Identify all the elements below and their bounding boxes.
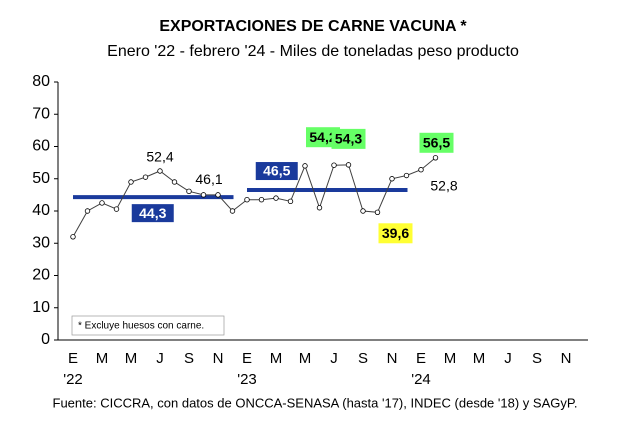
y-tick-label: 10 — [32, 299, 50, 316]
y-tick-label: 80 — [32, 73, 50, 90]
y-tick-label: 0 — [41, 331, 50, 348]
note-box — [71, 315, 225, 336]
x-tick-label: M — [444, 350, 457, 367]
x-tick-label: M — [125, 350, 138, 367]
data-point — [113, 206, 120, 212]
value-label-box — [419, 132, 454, 153]
x-tick-label: J — [504, 350, 512, 367]
x-tick-label: E — [68, 350, 78, 367]
value-label: 39,6 — [382, 225, 409, 241]
data-point — [200, 192, 207, 198]
x-tick-label: M — [96, 350, 109, 367]
y-tick-label: 20 — [32, 267, 50, 284]
value-label: 52,4 — [146, 149, 173, 165]
average-label-box — [131, 204, 174, 223]
x-tick-label: S — [184, 350, 194, 367]
data-point — [229, 208, 236, 214]
data-point — [287, 198, 294, 205]
data-point — [345, 162, 352, 168]
y-tick-label: 70 — [32, 105, 50, 122]
data-point — [374, 209, 381, 215]
note: * Excluye huesos con carne. — [78, 321, 204, 332]
x-tick-label: M — [270, 350, 283, 367]
data-point — [418, 167, 424, 173]
x-year-label: '22 — [63, 371, 83, 388]
value-label: 56,5 — [423, 134, 450, 150]
average-label-box — [255, 162, 298, 181]
data-point — [258, 197, 265, 203]
x-tick-label: J — [156, 350, 164, 367]
chart-title: EXPORTACIONES DE CARNE VACUNA * — [159, 18, 467, 35]
source: Fuente: CICCRA, con datos de ONCCA-SENAS… — [53, 395, 578, 410]
data-point — [244, 197, 250, 203]
x-tick-label: M — [473, 350, 486, 367]
x-tick-label: M — [299, 350, 312, 367]
data-point — [331, 162, 337, 168]
average-label: 46,5 — [263, 163, 290, 179]
value-label: 54,2 — [309, 129, 336, 145]
data-point — [142, 174, 149, 180]
y-tick-label: 30 — [32, 234, 50, 251]
x-tick-label: N — [561, 350, 572, 367]
x-tick-label: E — [416, 350, 426, 367]
data-point — [316, 205, 323, 211]
value-label-box — [378, 223, 413, 244]
data-point — [389, 176, 395, 182]
data-point — [215, 192, 221, 198]
data-point — [432, 155, 439, 161]
value-label: 46,1 — [195, 171, 222, 187]
x-tick-label: N — [213, 350, 224, 367]
data-point — [70, 234, 76, 240]
x-tick-label: J — [330, 350, 338, 367]
x-tick-label: N — [387, 350, 398, 367]
data-point — [157, 168, 163, 174]
data-point — [84, 208, 91, 214]
value-label: 52,8 — [430, 177, 457, 193]
y-tick-label: 60 — [32, 138, 50, 155]
data-point — [403, 172, 410, 179]
data-point — [171, 179, 178, 185]
data-point — [99, 200, 105, 206]
x-year-label: '23 — [237, 371, 257, 388]
data-point — [186, 188, 192, 195]
x-tick-label: S — [532, 350, 542, 367]
x-tick-label: S — [358, 350, 368, 367]
x-tick-label: E — [242, 350, 252, 367]
y-tick-label: 50 — [32, 170, 50, 187]
data-point — [273, 195, 279, 201]
data-point — [128, 179, 134, 185]
data-point — [360, 208, 366, 214]
data-point — [302, 163, 308, 169]
chart-subtitle: Enero '22 - febrero '24 - Miles de tonel… — [107, 43, 519, 60]
value-label-box — [331, 128, 366, 149]
average-label: 44,3 — [139, 205, 166, 221]
x-year-label: '24 — [411, 371, 431, 388]
value-label: 54,3 — [335, 131, 362, 147]
y-tick-label: 40 — [32, 202, 50, 219]
